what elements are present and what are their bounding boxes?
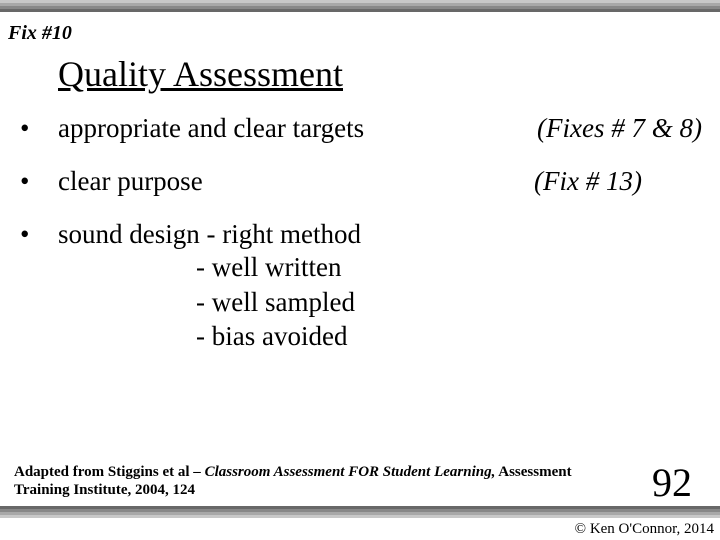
sub-list: - well written - well sampled - bias avo… [18,250,702,354]
bullet-marker: • [18,166,58,197]
bullet-text: clear purpose [58,166,203,197]
bullet-row: • clear purpose (Fix # 13) [18,166,702,197]
bullet-note: (Fix # 13) [522,166,702,197]
fix-label: Fix #10 [0,16,720,45]
bullet-row: • appropriate and clear targets (Fixes #… [18,113,702,144]
bullet-text: appropriate and clear targets [58,113,525,144]
bullet-row: • sound design - right method [18,219,702,250]
sub-item: - well sampled [196,285,702,320]
page-title: Quality Assessment [0,45,720,113]
sub-item: - well written [196,250,702,285]
sub-item: - bias avoided [196,319,702,354]
copyright: © Ken O'Connor, 2014 [575,521,714,538]
citation-source-title: Classroom Assessment FOR Student Learnin… [205,464,496,480]
citation-prefix: Adapted from Stiggins et al – [14,464,205,480]
bullet-text: sound design - right method [58,219,702,250]
bottom-border [0,506,720,518]
top-border [0,0,720,12]
bullet-note: (Fixes # 7 & 8) [525,113,702,144]
bullet-marker: • [18,113,58,144]
bullet-marker: • [18,219,58,250]
content-area: • appropriate and clear targets (Fixes #… [0,113,720,354]
page-number: 92 [652,459,692,506]
citation: Adapted from Stiggins et al – Classroom … [14,463,574,501]
